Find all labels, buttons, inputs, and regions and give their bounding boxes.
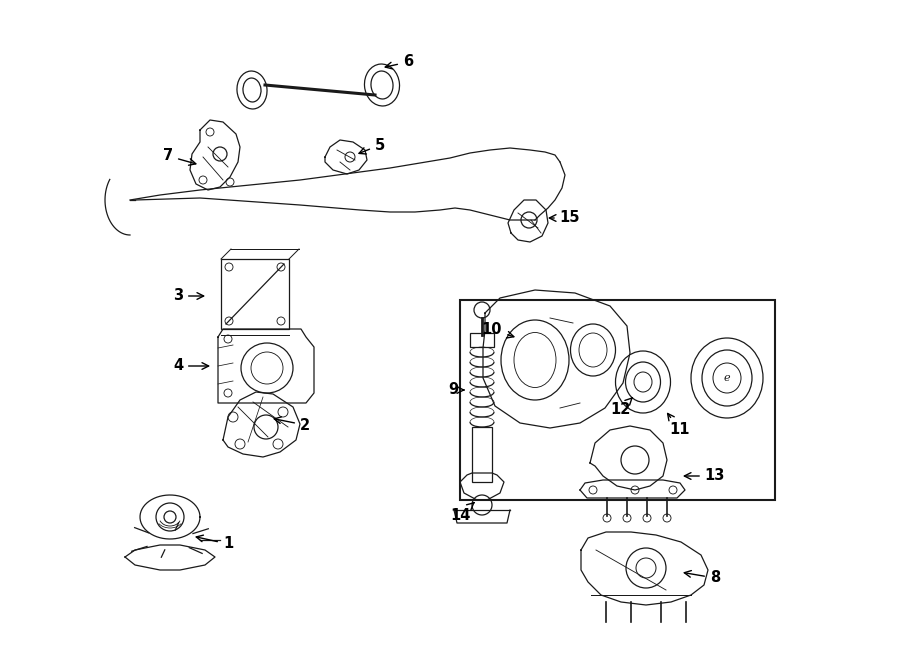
Text: 4: 4	[173, 358, 209, 373]
Text: 13: 13	[684, 469, 725, 483]
Bar	[221, 259, 289, 329]
Text: e: e	[724, 373, 730, 383]
Text: 5: 5	[359, 137, 385, 154]
Bar	[470, 333, 494, 347]
Text: 14: 14	[450, 502, 474, 522]
Bar	[472, 427, 492, 482]
Text: 1: 1	[196, 535, 233, 551]
Text: 3: 3	[173, 288, 203, 303]
Text: 7: 7	[163, 149, 196, 165]
Text: 15: 15	[549, 210, 580, 225]
Text: 9: 9	[448, 383, 464, 397]
Text: 6: 6	[385, 54, 413, 69]
Text: 2: 2	[274, 417, 310, 432]
Text: 10: 10	[482, 323, 514, 338]
Text: 12: 12	[610, 398, 633, 418]
Bar	[460, 300, 775, 500]
Text: 8: 8	[684, 570, 720, 586]
Text: 11: 11	[668, 414, 690, 438]
